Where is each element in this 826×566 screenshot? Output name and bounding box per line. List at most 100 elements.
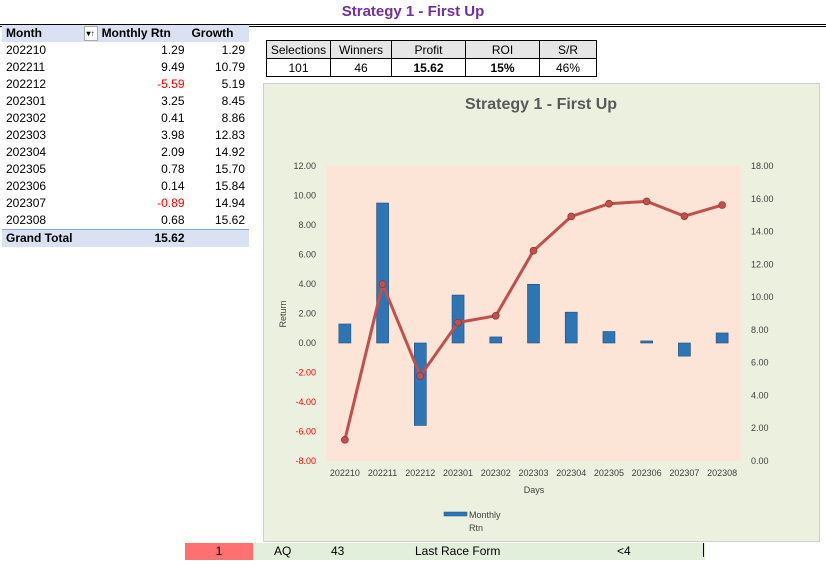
growth-cell[interactable]: 8.86 [221, 111, 245, 125]
monthly-rtn-cell[interactable]: 1.29 [161, 43, 185, 57]
pivot-row: 202211 9.49 10.79 [2, 59, 249, 76]
monthly-rtn-cell[interactable]: 0.68 [161, 213, 185, 227]
code-cell[interactable]: AQ [274, 544, 292, 558]
pivot-header: Month ▾↑ Monthly Rtn Growth [2, 25, 249, 42]
month-cell[interactable]: 202307 [6, 196, 47, 210]
pivot-row: 202308 0.68 15.62 [2, 212, 249, 229]
y2-tick-label: 4.00 [751, 390, 769, 400]
line-point-growth [529, 246, 538, 255]
row-number-cell[interactable]: 1 [185, 543, 253, 560]
stat-winners: 46 [330, 58, 392, 77]
month-cell[interactable]: 202211 [6, 60, 46, 74]
sort-filter-icon[interactable]: ▾↑ [83, 26, 98, 41]
monthly-rtn-cell[interactable]: 0.14 [161, 179, 185, 193]
chart-title: Strategy 1 - First Up [465, 96, 617, 113]
monthly-rtn-cell[interactable]: 3.25 [161, 94, 185, 108]
y2-tick-label: 2.00 [751, 423, 769, 433]
x-tick-label: 202304 [556, 468, 586, 478]
x-tick-label: 202302 [481, 468, 511, 478]
pivot-table: Month ▾↑ Monthly Rtn Growth 202210 1.29 1.2… [2, 25, 249, 247]
stat-roi: 15% [465, 58, 540, 77]
bar-monthly-rtn [414, 342, 427, 426]
bar-monthly-rtn [564, 311, 578, 344]
monthly-rtn-cell[interactable]: -5.59 [157, 77, 185, 91]
stat-profit: 15.62 [391, 58, 466, 77]
monthly-rtn-cell[interactable]: 2.09 [161, 145, 185, 159]
sheet-title: Strategy 1 - First Up [0, 0, 826, 27]
monthly-rtn-cell[interactable]: 0.78 [161, 162, 185, 176]
pivot-row: 202210 1.29 1.29 [2, 42, 249, 59]
y2-tick-label: 10.00 [751, 292, 774, 302]
stat-header: S/R [539, 40, 597, 59]
header-growth: Growth [191, 26, 234, 40]
line-point-growth [454, 318, 462, 327]
header-monthly-rtn: Monthly Rtn [101, 26, 171, 40]
monthly-rtn-cell[interactable]: 3.98 [161, 128, 185, 142]
monthly-rtn-cell[interactable]: -0.89 [157, 196, 185, 210]
x-tick-label: 202305 [594, 468, 624, 478]
y-tick-label: 4.00 [298, 279, 316, 289]
growth-cell[interactable]: 15.70 [214, 162, 245, 176]
month-cell[interactable]: 202306 [6, 179, 47, 193]
month-cell[interactable]: 202301 [6, 94, 47, 108]
line-point-growth [491, 311, 500, 320]
growth-cell[interactable]: 15.84 [214, 179, 245, 193]
growth-cell[interactable]: 14.94 [214, 196, 245, 210]
header-month-label: Month [6, 26, 42, 40]
label-cell[interactable]: Last Race Form [415, 544, 501, 558]
stat-selections: 101 [266, 58, 331, 77]
growth-cell[interactable]: 5.19 [221, 77, 245, 91]
y2-tick-label: 18.00 [751, 161, 774, 171]
stat-header: Profit [391, 40, 466, 59]
header-month[interactable]: Month ▾↑ [2, 25, 98, 42]
monthly-rtn-cell[interactable]: 9.49 [161, 60, 185, 74]
legend-bar-swatch [443, 511, 468, 517]
month-cell[interactable]: 202212 [6, 77, 47, 91]
month-cell[interactable]: 202304 [6, 145, 47, 159]
bar-monthly-rtn [715, 332, 729, 344]
y-tick-label: 0.00 [298, 338, 316, 348]
growth-cell[interactable]: 10.79 [214, 60, 245, 74]
x-tick-label: 202212 [405, 468, 435, 478]
pivot-row: 202304 2.09 14.92 [2, 144, 249, 161]
x-tick-label: 202306 [632, 468, 662, 478]
x-axis-label: Days [524, 485, 545, 495]
monthly-rtn-cell[interactable]: 0.41 [161, 111, 185, 125]
y2-tick-label: 6.00 [751, 358, 769, 368]
value-cell[interactable]: 43 [331, 544, 345, 558]
y-tick-label: 10.00 [293, 191, 316, 201]
chart[interactable]: Strategy 1 - First Up -8.00 -6.00 -4.00 -2.… [263, 83, 820, 542]
y2-tick-label: 14.00 [751, 227, 774, 237]
line-point-growth [680, 212, 689, 220]
month-cell[interactable]: 202302 [6, 111, 47, 125]
growth-cell[interactable]: 15.62 [214, 213, 245, 227]
month-cell[interactable]: 202308 [6, 213, 47, 227]
y2-tick-label: 0.00 [751, 456, 769, 466]
month-cell[interactable]: 202303 [6, 128, 47, 142]
text-cursor [703, 543, 704, 557]
pivot-row: 202307 -0.89 14.94 [2, 195, 249, 212]
line-point-growth [378, 280, 387, 288]
condition-cell[interactable]: <4 [617, 544, 631, 558]
growth-cell[interactable]: 1.29 [221, 43, 245, 57]
y-tick-label: 12.00 [293, 161, 316, 171]
legend-label-2: Rtn [469, 523, 483, 533]
pivot-row: 202302 0.41 8.86 [2, 110, 249, 127]
month-cell[interactable]: 202305 [6, 162, 47, 176]
bar-monthly-rtn [338, 323, 352, 344]
line-point-growth [341, 436, 349, 444]
stat-header: ROI [465, 40, 540, 59]
x-tick-label: 202307 [669, 468, 699, 478]
bar-monthly-rtn [489, 336, 503, 344]
growth-cell[interactable]: 14.92 [214, 145, 245, 159]
bottom-row: 1 AQ 43 Last Race Form <4 [185, 543, 705, 560]
line-point-growth [718, 201, 726, 209]
pivot-row: 202306 0.14 15.84 [2, 178, 249, 195]
grand-total-value: 15.62 [154, 231, 185, 245]
grand-total-label: Grand Total [6, 231, 73, 245]
x-tick-label: 202308 [707, 468, 737, 478]
month-cell[interactable]: 202210 [6, 43, 47, 57]
growth-cell[interactable]: 12.83 [214, 128, 245, 142]
pivot-row: 202212 -5.59 5.19 [2, 76, 249, 93]
growth-cell[interactable]: 8.45 [221, 94, 245, 108]
